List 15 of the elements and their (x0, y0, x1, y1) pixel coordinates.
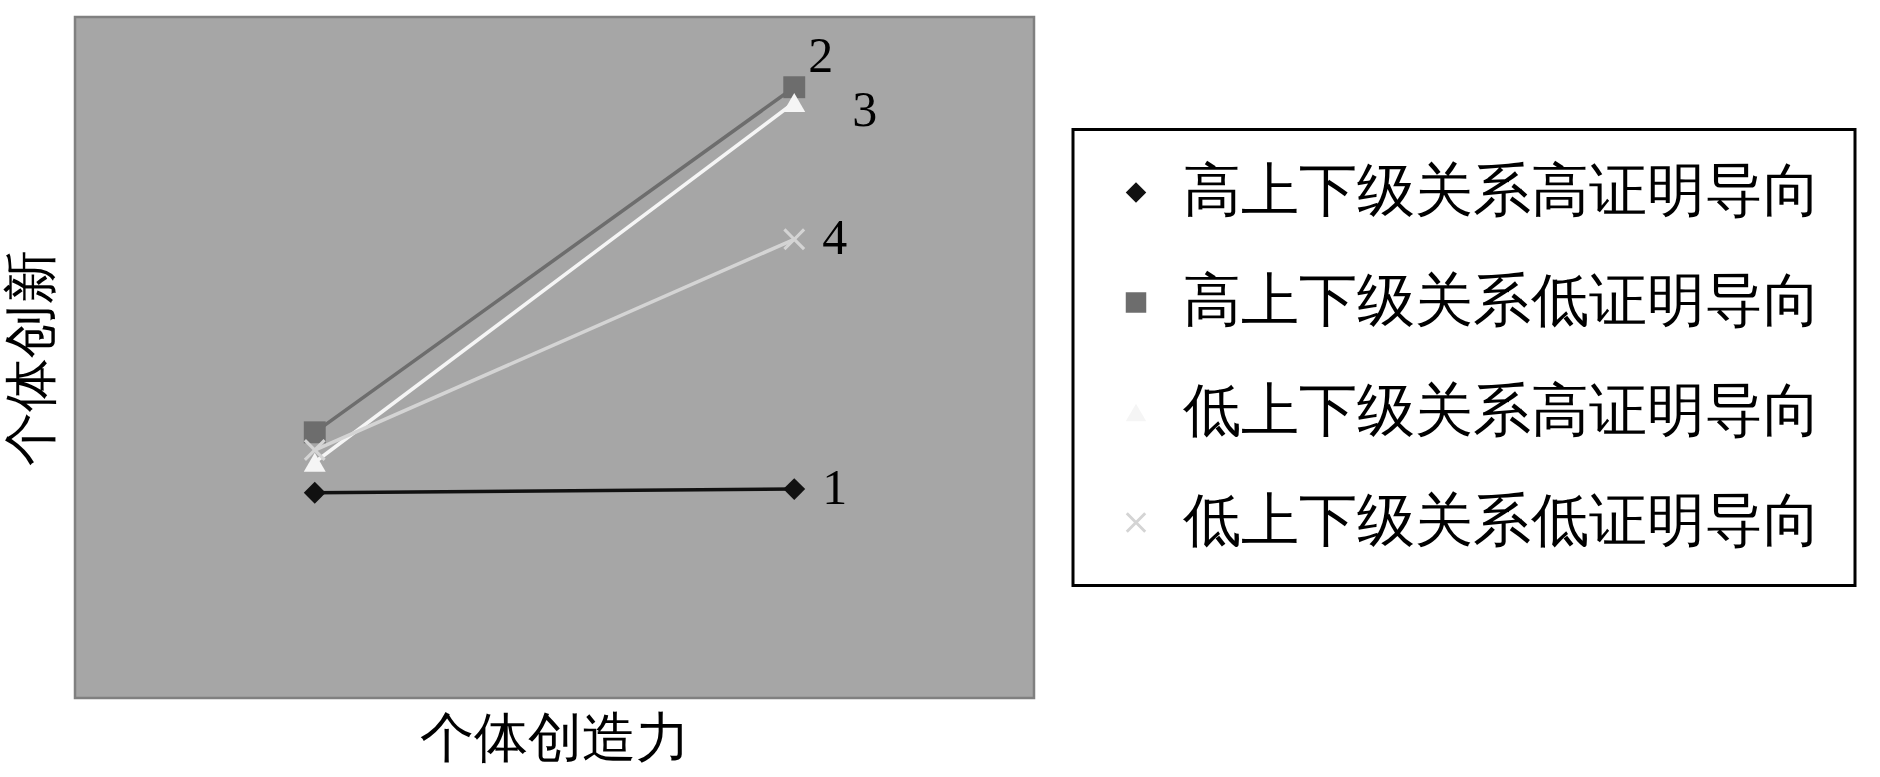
point (783, 228, 806, 251)
point (303, 481, 326, 504)
point (303, 421, 326, 444)
legend-label: 高上下级关系低证明导向 (1183, 267, 1821, 333)
y-axis-title: 个体创新 (0, 250, 61, 466)
point (783, 478, 806, 501)
point (783, 76, 806, 99)
annotation: 3 (852, 80, 878, 137)
text: 2 (808, 27, 834, 84)
legend-label: 低上下级关系高证明导向 (1183, 377, 1821, 443)
annotation: 1 (822, 459, 848, 516)
x-axis-title: 个体创造力 (420, 707, 690, 768)
annotation: 4 (822, 209, 848, 266)
legend-label: 高上下级关系高证明导向 (1183, 157, 1821, 223)
legend-label: 低上下级关系低证明导向 (1183, 487, 1821, 553)
